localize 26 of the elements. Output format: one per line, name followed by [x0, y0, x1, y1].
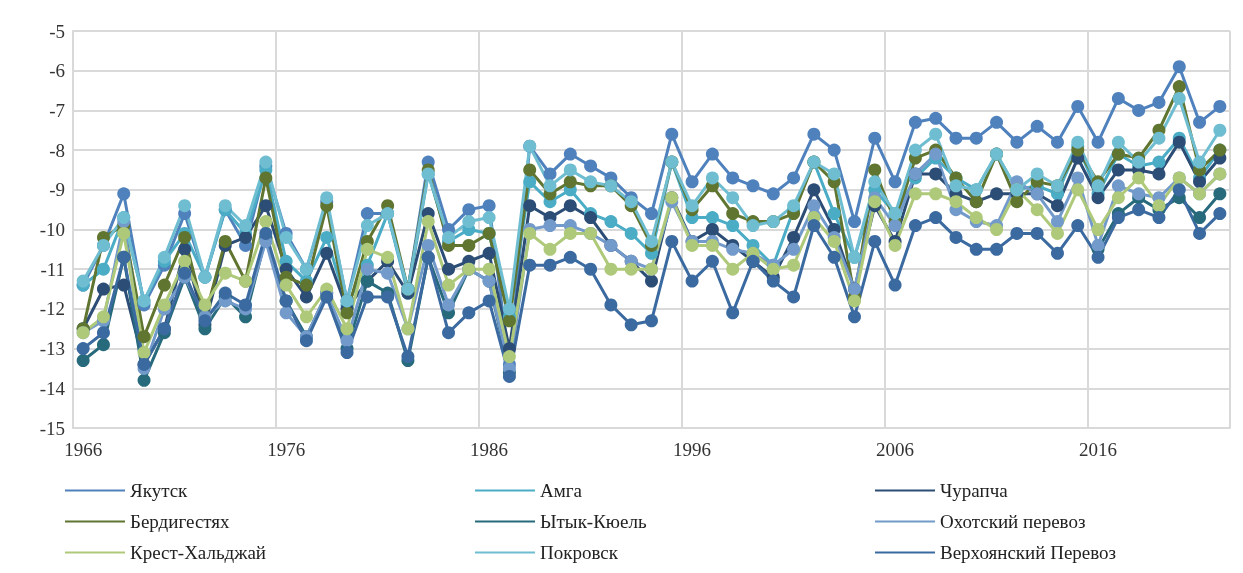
legend-label: Якутск — [130, 480, 189, 501]
y-tick-label: -8 — [49, 139, 65, 161]
y-tick-label: -14 — [39, 377, 66, 399]
legend-label: Покровск — [540, 542, 619, 563]
y-tick-label: -12 — [39, 298, 65, 320]
legend-label: Чурапча — [940, 480, 1009, 501]
legend-label: Верхоянский Перевоз — [940, 542, 1117, 563]
legend-label: Бердигестях — [130, 511, 231, 532]
y-tick-label: -5 — [49, 20, 65, 42]
x-tick-label: 1976 — [267, 439, 306, 460]
y-tick-label: -10 — [39, 219, 65, 240]
legend-label: Ытык-Кюель — [540, 511, 647, 532]
y-tick-label: -6 — [49, 60, 65, 82]
legend-label: Крест-Хальджай — [130, 542, 267, 563]
y-tick-label: -7 — [49, 99, 65, 121]
x-tick-label: 1966 — [64, 439, 103, 460]
y-tick-label: -15 — [39, 417, 65, 439]
y-tick-label: -13 — [39, 338, 65, 360]
y-tick-label: -11 — [40, 258, 65, 280]
y-tick-label: -9 — [49, 179, 65, 201]
x-tick-label: 2006 — [876, 439, 915, 460]
x-tick-label: 1986 — [470, 439, 509, 460]
legend-label: Охотский перевоз — [940, 511, 1086, 532]
legend-label: Амга — [540, 480, 583, 501]
x-tick-label: 1996 — [673, 439, 712, 460]
x-tick-label: 2016 — [1079, 439, 1118, 460]
